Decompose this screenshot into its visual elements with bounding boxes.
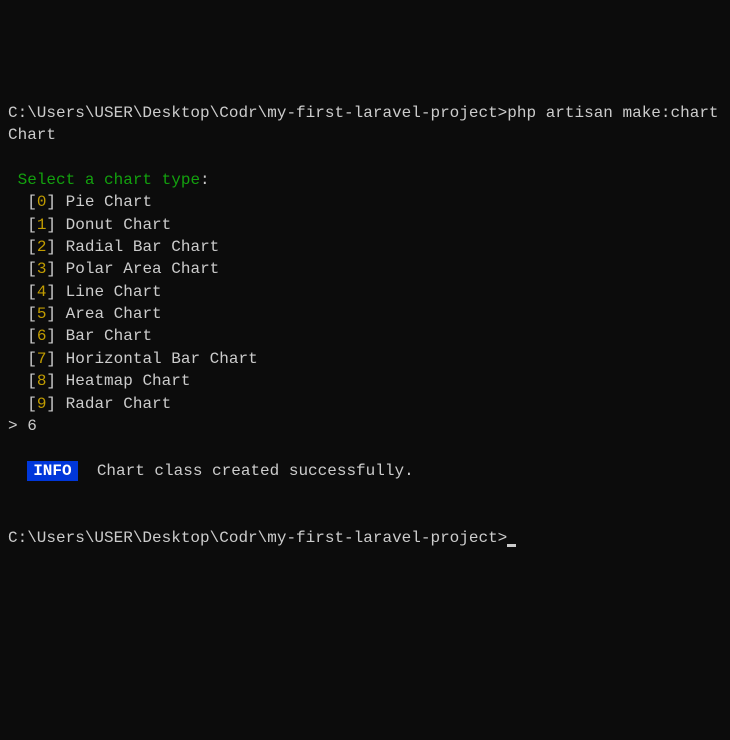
- option-line: [1] Donut Chart: [8, 214, 722, 236]
- bracket-open: [: [27, 395, 37, 413]
- bracket-open: [: [27, 238, 37, 256]
- blank-line: [8, 146, 722, 168]
- bracket-close: ]: [46, 193, 56, 211]
- option-line: [3] Polar Area Chart: [8, 258, 722, 280]
- bracket-open: [: [27, 350, 37, 368]
- option-line: [2] Radial Bar Chart: [8, 236, 722, 258]
- prompt-path-1: C:\Users\USER\Desktop\Codr\my-first-lara…: [8, 104, 507, 122]
- bracket-open: [: [27, 283, 37, 301]
- selection-prefix: >: [8, 417, 18, 435]
- option-label: Horizontal Bar Chart: [66, 350, 258, 368]
- option-index: 7: [37, 350, 47, 368]
- option-label: Donut Chart: [66, 216, 172, 234]
- option-label: Radial Bar Chart: [66, 238, 220, 256]
- bracket-close: ]: [46, 283, 56, 301]
- option-line: [6] Bar Chart: [8, 325, 722, 347]
- bracket-close: ]: [46, 238, 56, 256]
- option-line: [4] Line Chart: [8, 281, 722, 303]
- question-text: Select a chart type: [18, 171, 200, 189]
- blank-line: [8, 437, 722, 459]
- option-index: 4: [37, 283, 47, 301]
- option-index: 0: [37, 193, 47, 211]
- question-line: Select a chart type:: [8, 169, 722, 191]
- bracket-close: ]: [46, 327, 56, 345]
- command-line-2[interactable]: C:\Users\USER\Desktop\Codr\my-first-lara…: [8, 527, 722, 549]
- success-message: Chart class created successfully.: [97, 462, 414, 480]
- bracket-close: ]: [46, 395, 56, 413]
- bracket-close: ]: [46, 372, 56, 390]
- blank-line: [8, 482, 722, 504]
- bracket-open: [: [27, 372, 37, 390]
- prompt-path-2: C:\Users\USER\Desktop\Codr\my-first-lara…: [8, 529, 507, 547]
- options-list: [0] Pie Chart [1] Donut Chart [2] Radial…: [8, 191, 722, 415]
- option-line: [9] Radar Chart: [8, 393, 722, 415]
- bracket-open: [: [27, 327, 37, 345]
- option-label: Heatmap Chart: [66, 372, 191, 390]
- option-label: Polar Area Chart: [66, 260, 220, 278]
- cursor-icon: [507, 544, 516, 547]
- option-index: 9: [37, 395, 47, 413]
- option-label: Radar Chart: [66, 395, 172, 413]
- info-line: INFO Chart class created successfully.: [8, 460, 722, 482]
- option-label: Area Chart: [66, 305, 162, 323]
- option-label: Pie Chart: [66, 193, 152, 211]
- info-badge: INFO: [27, 461, 77, 481]
- option-index: 1: [37, 216, 47, 234]
- bracket-close: ]: [46, 216, 56, 234]
- command-line-1: C:\Users\USER\Desktop\Codr\my-first-lara…: [8, 102, 722, 147]
- option-index: 8: [37, 372, 47, 390]
- bracket-close: ]: [46, 350, 56, 368]
- option-label: Bar Chart: [66, 327, 152, 345]
- option-line: [5] Area Chart: [8, 303, 722, 325]
- blank-line: [8, 505, 722, 527]
- question-colon: :: [200, 171, 210, 189]
- option-index: 3: [37, 260, 47, 278]
- option-line: [0] Pie Chart: [8, 191, 722, 213]
- option-index: 6: [37, 327, 47, 345]
- bracket-open: [: [27, 305, 37, 323]
- option-line: [8] Heatmap Chart: [8, 370, 722, 392]
- option-line: [7] Horizontal Bar Chart: [8, 348, 722, 370]
- option-index: 2: [37, 238, 47, 256]
- bracket-open: [: [27, 260, 37, 278]
- selection-line: > 6: [8, 415, 722, 437]
- bracket-open: [: [27, 193, 37, 211]
- bracket-close: ]: [46, 305, 56, 323]
- selection-value: 6: [27, 417, 37, 435]
- option-index: 5: [37, 305, 47, 323]
- bracket-close: ]: [46, 260, 56, 278]
- terminal-window[interactable]: C:\Users\USER\Desktop\Codr\my-first-lara…: [8, 102, 722, 628]
- option-label: Line Chart: [66, 283, 162, 301]
- bracket-open: [: [27, 216, 37, 234]
